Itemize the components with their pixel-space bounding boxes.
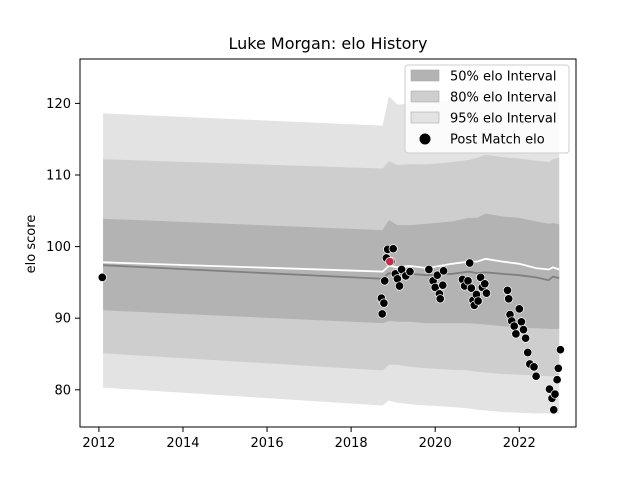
data-point bbox=[554, 364, 562, 372]
data-point bbox=[503, 286, 511, 294]
band-50 bbox=[103, 214, 559, 329]
highlight-point bbox=[386, 257, 394, 265]
legend-label: 50% elo Interval bbox=[450, 70, 557, 85]
legend-label: 80% elo Interval bbox=[450, 91, 557, 106]
data-point bbox=[474, 297, 482, 305]
y-tick-label: 120 bbox=[46, 97, 71, 112]
legend: 50% elo Interval 80% elo Interval 95% elo … bbox=[405, 65, 569, 153]
x-tick-label: 2020 bbox=[419, 436, 452, 451]
legend-swatch bbox=[411, 112, 439, 123]
data-point bbox=[524, 348, 532, 356]
data-point bbox=[505, 295, 513, 303]
y-tick-label: 80 bbox=[54, 383, 71, 398]
chart-title: Luke Morgan: elo History bbox=[229, 34, 428, 53]
y-tick-label: 100 bbox=[46, 240, 71, 255]
data-point bbox=[439, 267, 447, 275]
x-tick-label: 2022 bbox=[503, 436, 536, 451]
legend-marker bbox=[420, 134, 431, 145]
data-point bbox=[515, 305, 523, 313]
data-point bbox=[466, 259, 474, 267]
data-point bbox=[512, 330, 520, 338]
data-point bbox=[556, 346, 564, 354]
data-point bbox=[519, 325, 527, 333]
data-point bbox=[381, 277, 389, 285]
data-point bbox=[521, 334, 529, 342]
data-point bbox=[532, 372, 540, 380]
data-point bbox=[517, 318, 525, 326]
data-point bbox=[439, 281, 447, 289]
legend-swatch bbox=[411, 70, 439, 81]
x-tick-label: 2016 bbox=[251, 436, 284, 451]
y-tick-label: 110 bbox=[46, 168, 71, 183]
data-point bbox=[481, 280, 489, 288]
data-point bbox=[378, 310, 386, 318]
data-point bbox=[550, 406, 558, 414]
y-tick-label: 90 bbox=[54, 312, 71, 327]
x-tick-label: 2012 bbox=[82, 436, 115, 451]
data-point bbox=[98, 273, 106, 281]
data-point bbox=[482, 289, 490, 297]
legend-label: 95% elo Interval bbox=[450, 112, 557, 127]
x-tick-label: 2018 bbox=[335, 436, 368, 451]
legend-swatch bbox=[411, 91, 439, 102]
data-point bbox=[425, 265, 433, 273]
data-point bbox=[395, 282, 403, 290]
data-point bbox=[406, 267, 414, 275]
data-point bbox=[553, 376, 561, 384]
legend-label: Post Match elo bbox=[450, 133, 545, 148]
data-point bbox=[436, 295, 444, 303]
data-point bbox=[530, 363, 538, 371]
data-point bbox=[551, 390, 559, 398]
data-point bbox=[389, 245, 397, 253]
data-point bbox=[380, 299, 388, 307]
x-tick-label: 2014 bbox=[166, 436, 199, 451]
y-axis-label: elo score bbox=[24, 215, 39, 274]
